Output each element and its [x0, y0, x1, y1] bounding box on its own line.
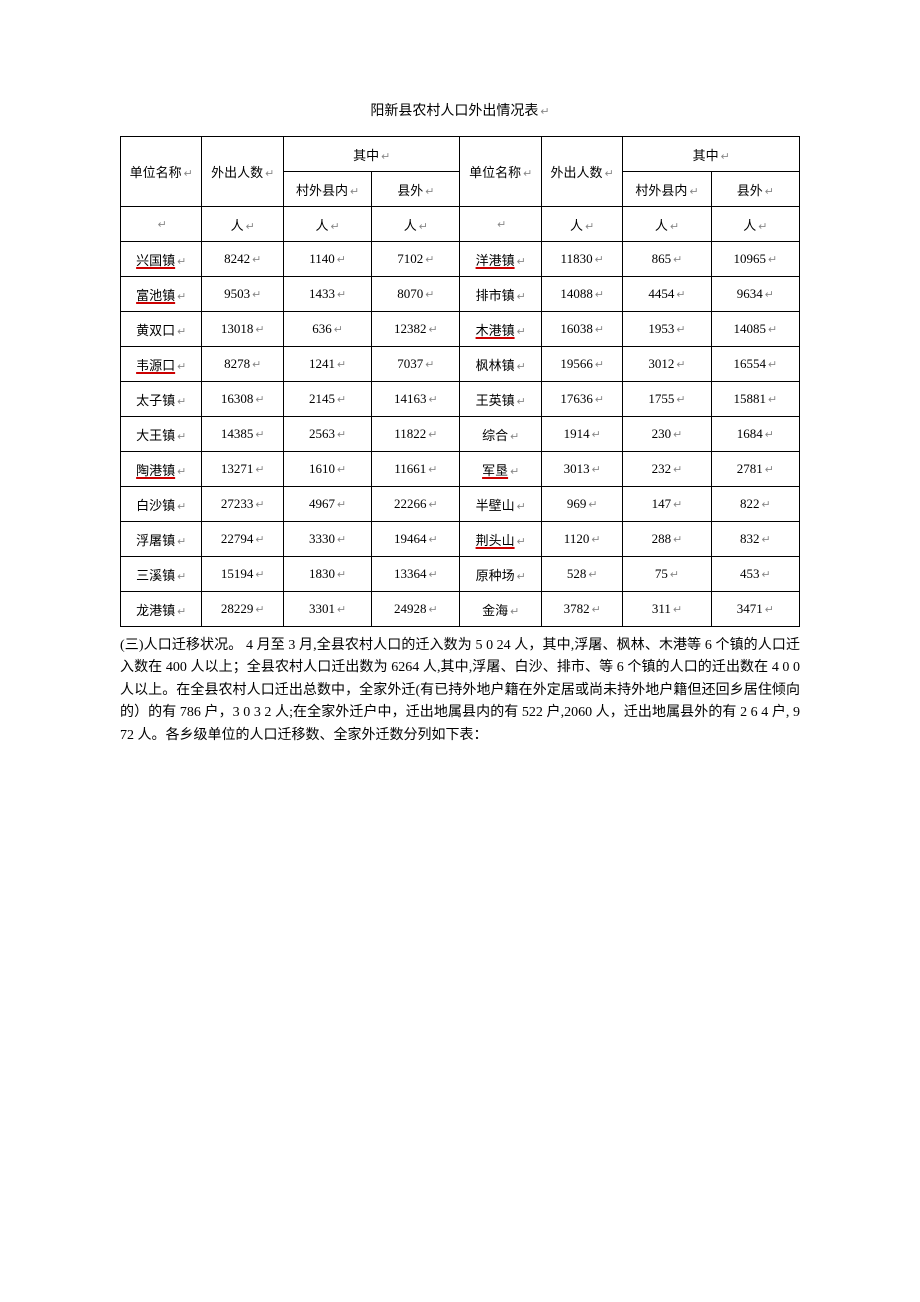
table-row: 陶港镇↵13271↵1610↵11661↵军垦↵3013↵232↵2781↵ [121, 452, 800, 487]
table-row: 富池镇↵9503↵1433↵8070↵排市镇↵14088↵4454↵9634↵ [121, 277, 800, 312]
table-row: 浮屠镇↵22794↵3330↵19464↵荆头山↵1120↵288↵832↵ [121, 522, 800, 557]
table-row: 韦源口↵8278↵1241↵7037↵枫林镇↵19566↵3012↵16554↵ [121, 347, 800, 382]
table-row: 兴国镇↵8242↵1140↵7102↵洋港镇↵11830↵865↵10965↵ [121, 242, 800, 277]
table-row: 白沙镇↵27233↵4967↵22266↵半壁山↵969↵147↵822↵ [121, 487, 800, 522]
paragraph: (三)人口迁移状况。 4 月至 3 月,全县农村人口的迁入数为 5 0 24 人… [120, 635, 800, 747]
return-marker: ↵ [540, 106, 549, 118]
population-table: 单位名称↵ 外出人数↵ 其中↵ 单位名称↵ 外出人数↵ 其中↵ 村外县内↵ 县外… [120, 136, 800, 627]
table-row: 龙港镇↵28229↵3301↵24928↵金海↵3782↵311↵3471↵ [121, 592, 800, 627]
header-row-1: 单位名称↵ 外出人数↵ 其中↵ 单位名称↵ 外出人数↵ 其中↵ [121, 137, 800, 172]
table-row: 大王镇↵14385↵2563↵11822↵综合↵1914↵230↵1684↵ [121, 417, 800, 452]
table-row: 太子镇↵16308↵2145↵14163↵王英镇↵17636↵1755↵1588… [121, 382, 800, 417]
table-row: 三溪镇↵15194↵1830↵13364↵原种场↵528↵75↵453↵ [121, 557, 800, 592]
table-row: 黄双口↵13018↵636↵12382↵木港镇↵16038↵1953↵14085… [121, 312, 800, 347]
unit-row: ↵ 人↵ 人↵ 人↵ ↵ 人↵ 人↵ 人↵ [121, 207, 800, 242]
table-title: 阳新县农村人口外出情况表↵ [120, 100, 800, 120]
